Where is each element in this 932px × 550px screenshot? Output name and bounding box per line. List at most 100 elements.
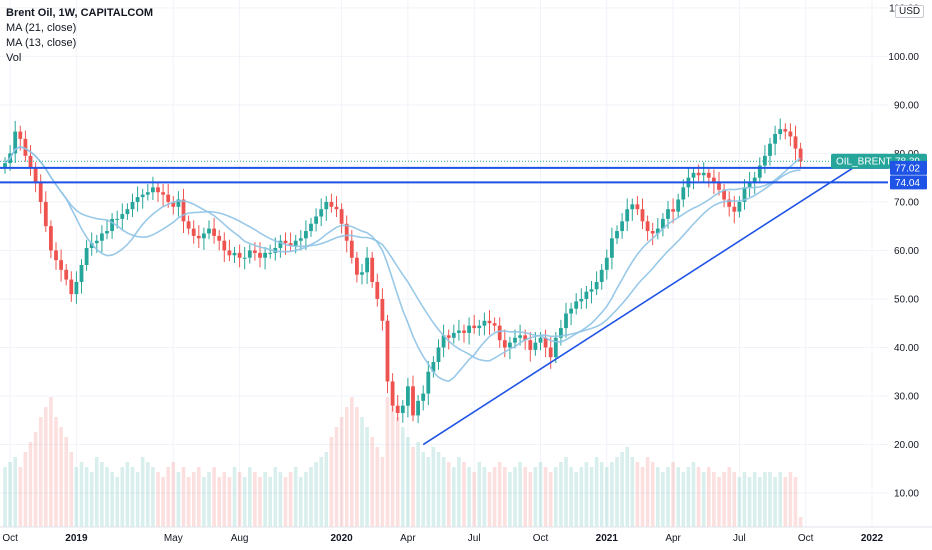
volume-bar: [778, 472, 782, 527]
volume-bar: [151, 467, 155, 527]
volume-bar: [650, 462, 655, 527]
candle-up: [763, 145, 767, 174]
candle-up: [84, 239, 89, 271]
candle-up: [451, 324, 456, 344]
candle-down: [217, 230, 222, 251]
y-tick-label: 20.00: [894, 440, 919, 451]
candle-up: [135, 186, 140, 212]
candle-body: [28, 155, 33, 168]
candle-body: [778, 129, 783, 134]
candle-body: [253, 250, 257, 253]
candle-up: [620, 213, 624, 239]
candle-up: [604, 249, 609, 280]
volume-bar: [146, 462, 150, 527]
candle-up: [681, 179, 686, 208]
candle-body: [156, 187, 160, 193]
candle-body: [441, 335, 446, 348]
candle-body: [482, 320, 487, 326]
volume-bar: [666, 467, 670, 527]
candle-body: [130, 201, 135, 210]
candle-body: [564, 313, 568, 329]
candle-up: [569, 302, 573, 326]
candle-down: [380, 288, 385, 331]
volume-bar: [513, 467, 517, 527]
candle-down: [645, 215, 650, 241]
candle-body: [793, 136, 798, 149]
candle-up: [298, 230, 303, 251]
candle-body: [599, 269, 604, 282]
volume-bar: [645, 457, 650, 527]
volume-bar: [671, 462, 675, 527]
volume-bar: [156, 472, 160, 527]
candle-body: [161, 192, 165, 195]
volume-bar: [528, 472, 533, 527]
candle-down: [793, 125, 798, 161]
volume-bar: [18, 467, 23, 527]
candle-body: [242, 257, 247, 259]
volume-bar: [54, 417, 58, 527]
volume-bar: [120, 467, 125, 527]
candle-up: [242, 247, 247, 270]
volume-bar: [421, 452, 425, 527]
candle-up: [278, 234, 283, 258]
candle-body: [370, 257, 375, 282]
candle-body: [752, 177, 757, 183]
volume-bar: [212, 467, 216, 527]
candle-down: [462, 324, 466, 343]
x-tick-label: Apr: [400, 533, 416, 544]
candle-body: [421, 393, 426, 401]
candle-body: [798, 148, 803, 162]
candle-body: [263, 252, 267, 258]
candle-body: [84, 248, 89, 265]
candle-body: [559, 328, 563, 338]
volume-bar: [599, 462, 604, 527]
x-tick-label: 2021: [596, 533, 619, 544]
candle-body: [181, 199, 186, 222]
candle-body: [304, 231, 308, 239]
volume-bar: [727, 467, 731, 527]
candle-up: [145, 183, 150, 201]
candle-up: [589, 281, 594, 304]
candle-body: [309, 223, 313, 232]
volume-bar: [135, 472, 140, 527]
candle-down: [375, 273, 380, 307]
candle-body: [737, 201, 742, 212]
candle-body: [610, 238, 614, 258]
candle-body: [349, 240, 354, 258]
volume-bar: [100, 462, 104, 527]
volume-bar: [110, 472, 114, 527]
volume-bar: [579, 467, 584, 527]
volume-bar: [273, 467, 278, 527]
candle-body: [258, 252, 262, 258]
candle-down: [344, 215, 349, 253]
candle-down: [186, 215, 191, 235]
candle-down: [411, 375, 415, 422]
trendline: [422, 164, 858, 446]
candle-body: [140, 194, 145, 198]
candle-body: [283, 240, 288, 244]
volume-bar: [518, 462, 522, 527]
candle-body: [125, 209, 130, 215]
x-axis: Oct 2019 May Aug 2020 Apr Jul Oct 2021 Apr Jul Oct 2…: [0, 526, 932, 550]
volume-bar: [299, 477, 303, 527]
volume-bar: [701, 472, 706, 527]
candle-body: [105, 231, 109, 234]
candle-down: [334, 196, 339, 217]
volume-bar: [401, 427, 405, 527]
candle-body: [390, 381, 395, 406]
candle-down: [339, 203, 344, 234]
candle-up: [747, 171, 752, 198]
currency-badge[interactable]: USD: [895, 5, 925, 18]
level-lower-label-bg: [890, 175, 927, 190]
candle-up: [232, 247, 237, 264]
candle-up: [207, 220, 211, 240]
candle-down: [38, 174, 43, 214]
volume-bar: [350, 397, 354, 527]
volume-bar: [446, 462, 451, 527]
candle-body: [548, 347, 553, 358]
candle-body: [278, 240, 283, 249]
y-axis-bg: [888, 0, 932, 550]
candle-body: [360, 272, 364, 275]
x-tick-label: Oct: [533, 533, 549, 544]
